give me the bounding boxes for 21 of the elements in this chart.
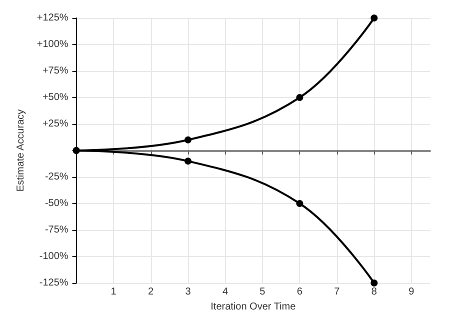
x-tick-label: 4 [222,286,228,298]
y-tick-label: +125% [36,12,68,24]
x-tick-label: 5 [260,286,266,298]
y-tick-label: -75% [44,224,68,236]
x-tick-label: 2 [148,286,154,298]
y-tick-label: -125% [39,278,68,288]
x-tick-label: 1 [110,286,117,298]
y-tick-label: -25% [44,172,68,182]
x-tick-label: 8 [371,286,378,298]
y-tick-label: +25% [42,118,68,130]
x-tick-label: 9 [408,286,415,298]
x-tick-label: 6 [296,286,303,298]
y-tick-label: -100% [39,251,68,262]
y-tick-label: +100% [36,39,68,50]
x-axis-title: Iteration Over Time [210,301,296,312]
y-axis-title: Estimate Accuracy [16,109,26,192]
x-tick-label: 3 [185,286,192,298]
y-tick-label: -50% [44,198,68,209]
y-tick-label: +75% [42,66,68,76]
y-tick-label: +50% [42,92,68,103]
x-tick-label: 7 [334,286,340,298]
